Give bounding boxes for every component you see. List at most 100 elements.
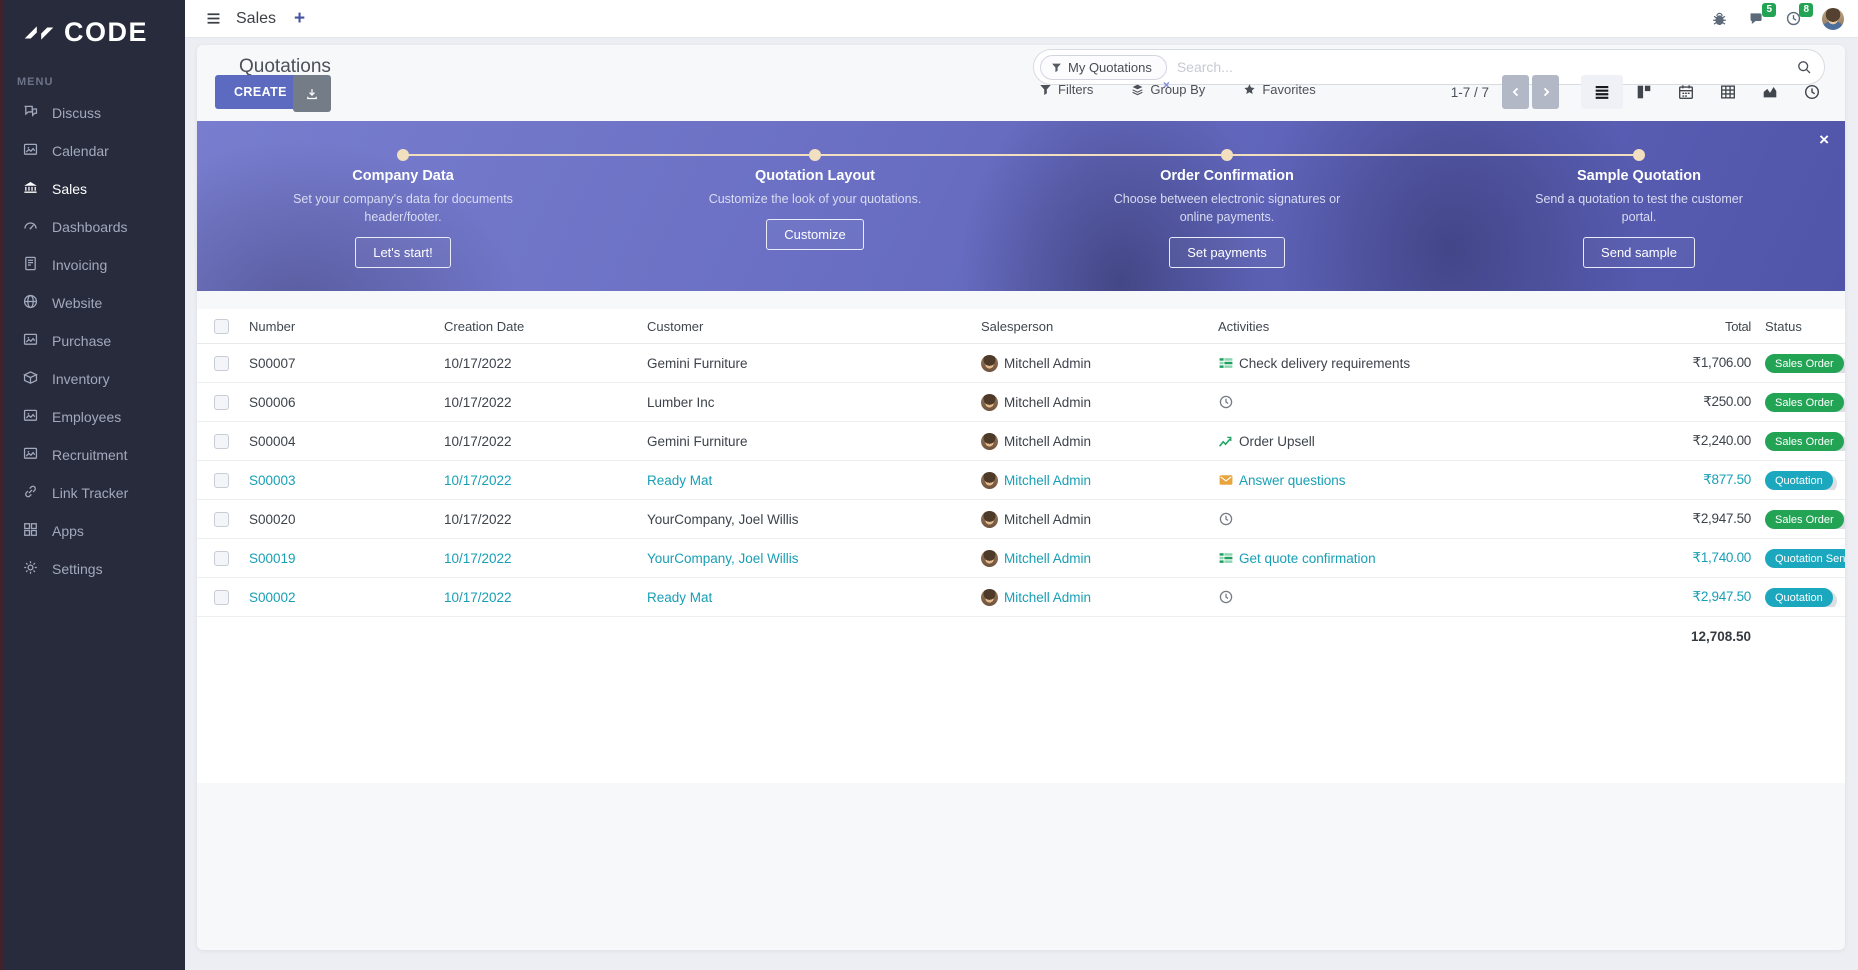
brand-logo[interactable]: CODE [0,0,185,62]
table-row[interactable]: S00007 10/17/2022 Gemini Furniture Mitch… [197,344,1845,383]
graph-view-button[interactable] [1749,75,1791,109]
sidebar-item-invoicing[interactable]: Invoicing [0,246,185,284]
sidebar-item-settings[interactable]: Settings [0,550,185,588]
row-activity[interactable] [1214,394,1641,410]
row-status: Sales Order [1761,431,1845,451]
row-activity[interactable]: Order Upsell [1214,433,1641,449]
table-row[interactable]: S00002 10/17/2022 Ready Mat Mitchell Adm… [197,578,1845,617]
search-facet-my-quotations[interactable]: My Quotations × [1040,54,1170,92]
row-activity[interactable]: Get quote confirmation [1214,550,1641,566]
hamburger-menu-icon[interactable] [205,10,222,27]
menu-section-label: MENU [17,76,54,88]
column-header-status[interactable]: Status [1765,318,1802,334]
select-all-checkbox[interactable] [213,318,229,334]
column-header-creation-date[interactable]: Creation Date [444,318,525,334]
invoicing-icon [22,255,39,275]
column-header-customer[interactable]: Customer [647,318,704,334]
sidebar-item-inventory[interactable]: Inventory [0,360,185,398]
table-row[interactable]: S00004 10/17/2022 Gemini Furniture Mitch… [197,422,1845,461]
onboarding-step-button[interactable]: Customize [766,219,864,251]
sidebar-item-purchase[interactable]: Purchase [0,322,185,360]
row-activity[interactable]: Answer questions [1214,472,1641,488]
activity-view-button[interactable] [1791,75,1833,109]
sidebar-item-discuss[interactable]: Discuss [0,94,185,132]
row-salesperson: Mitchell Admin [977,471,1214,489]
onboarding-step-description: Choose between electronic signatures or … [1113,192,1341,225]
row-checkbox[interactable] [213,511,229,527]
row-checkbox[interactable] [213,355,229,371]
pager-previous-button[interactable] [1502,75,1529,109]
sidebar-item-label: Calendar [52,143,109,159]
search-bar[interactable]: My Quotations × [1033,49,1825,92]
column-header-activities[interactable]: Activities [1218,318,1270,334]
status-badge: Quotation [1765,470,1833,490]
row-customer: YourCompany, Joel Willis [647,511,799,527]
row-total: ₹1,706.00 [1692,355,1752,370]
clock-icon [1218,394,1234,410]
onboarding-step-button[interactable]: Let's start! [355,237,451,269]
row-status: Quotation [1761,470,1845,490]
row-checkbox[interactable] [213,589,229,605]
column-header-total[interactable]: Total [1725,318,1751,334]
debug-bug-icon[interactable] [1711,10,1728,27]
table-row[interactable]: S00020 10/17/2022 YourCompany, Joel Will… [197,500,1845,539]
list-view-button[interactable] [1581,75,1623,109]
sidebar-item-employees[interactable]: Employees [0,398,185,436]
column-header-salesperson[interactable]: Salesperson [981,318,1054,334]
row-creation-date: 10/17/2022 [444,511,512,527]
onboarding-step-button[interactable]: Send sample [1583,237,1695,269]
row-checkbox[interactable] [213,472,229,488]
sidebar-item-link-tracker[interactable]: Link Tracker [0,474,185,512]
row-creation-date: 10/17/2022 [444,550,512,566]
sidebar-item-label: Inventory [52,371,110,387]
calendar-view-button[interactable] [1665,75,1707,109]
row-activity[interactable]: Check delivery requirements [1214,355,1641,371]
sidebar-item-website[interactable]: Website [0,284,185,322]
timeline-dot [1633,149,1645,161]
activities-clock-icon[interactable]: 8 [1785,3,1813,27]
kanban-view-button[interactable] [1623,75,1665,109]
table-row[interactable]: S00003 10/17/2022 Ready Mat Mitchell Adm… [197,461,1845,500]
facet-remove-icon[interactable]: × [1162,77,1170,92]
active-app-tab[interactable]: Sales [236,9,277,27]
clock-icon [1218,589,1234,605]
sidebar: CODE MENU Discuss Calendar Sales Dashboa… [0,0,185,970]
sidebar-item-label: Apps [52,523,84,539]
row-checkbox[interactable] [213,394,229,410]
search-input[interactable] [1176,59,1796,75]
export-button[interactable] [293,75,331,112]
row-salesperson: Mitchell Admin [977,549,1214,567]
new-tab-button[interactable]: + [294,8,306,29]
sidebar-item-sales[interactable]: Sales [0,170,185,208]
row-activity[interactable] [1214,511,1641,527]
sidebar-item-apps[interactable]: Apps [0,512,185,550]
table-row[interactable]: S00006 10/17/2022 Lumber Inc Mitchell Ad… [197,383,1845,422]
table-footer-row: 12,708.50 [197,617,1845,655]
create-button[interactable]: CREATE [215,75,306,109]
row-salesperson: Mitchell Admin [977,432,1214,450]
row-checkbox[interactable] [213,433,229,449]
website-icon [22,293,39,313]
onboarding-step-button[interactable]: Set payments [1169,237,1285,269]
column-header-number[interactable]: Number [249,318,296,334]
row-checkbox[interactable] [213,550,229,566]
messages-icon[interactable]: 5 [1748,3,1776,27]
search-icon[interactable] [1796,59,1812,75]
banner-close-icon[interactable]: × [1819,130,1829,149]
row-creation-date: 10/17/2022 [444,433,512,449]
row-activity[interactable] [1214,589,1641,605]
group-by-dropdown[interactable]: Group By [1131,82,1205,97]
control-panel: Quotations My Quotations × CREATE Filter… [197,45,1845,121]
sidebar-item-calendar[interactable]: Calendar [0,132,185,170]
pivot-view-button[interactable] [1707,75,1749,109]
sales-icon [22,179,39,199]
pager-next-button[interactable] [1532,75,1559,109]
sidebar-item-recruitment[interactable]: Recruitment [0,436,185,474]
favorites-dropdown[interactable]: Favorites [1243,82,1316,97]
user-avatar[interactable] [1822,7,1844,30]
table-row[interactable]: S00019 10/17/2022 YourCompany, Joel Will… [197,539,1845,578]
filters-dropdown[interactable]: Filters [1039,82,1093,97]
row-total: ₹2,240.00 [1692,433,1752,448]
sidebar-item-dashboards[interactable]: Dashboards [0,208,185,246]
row-salesperson: Mitchell Admin [977,588,1214,606]
